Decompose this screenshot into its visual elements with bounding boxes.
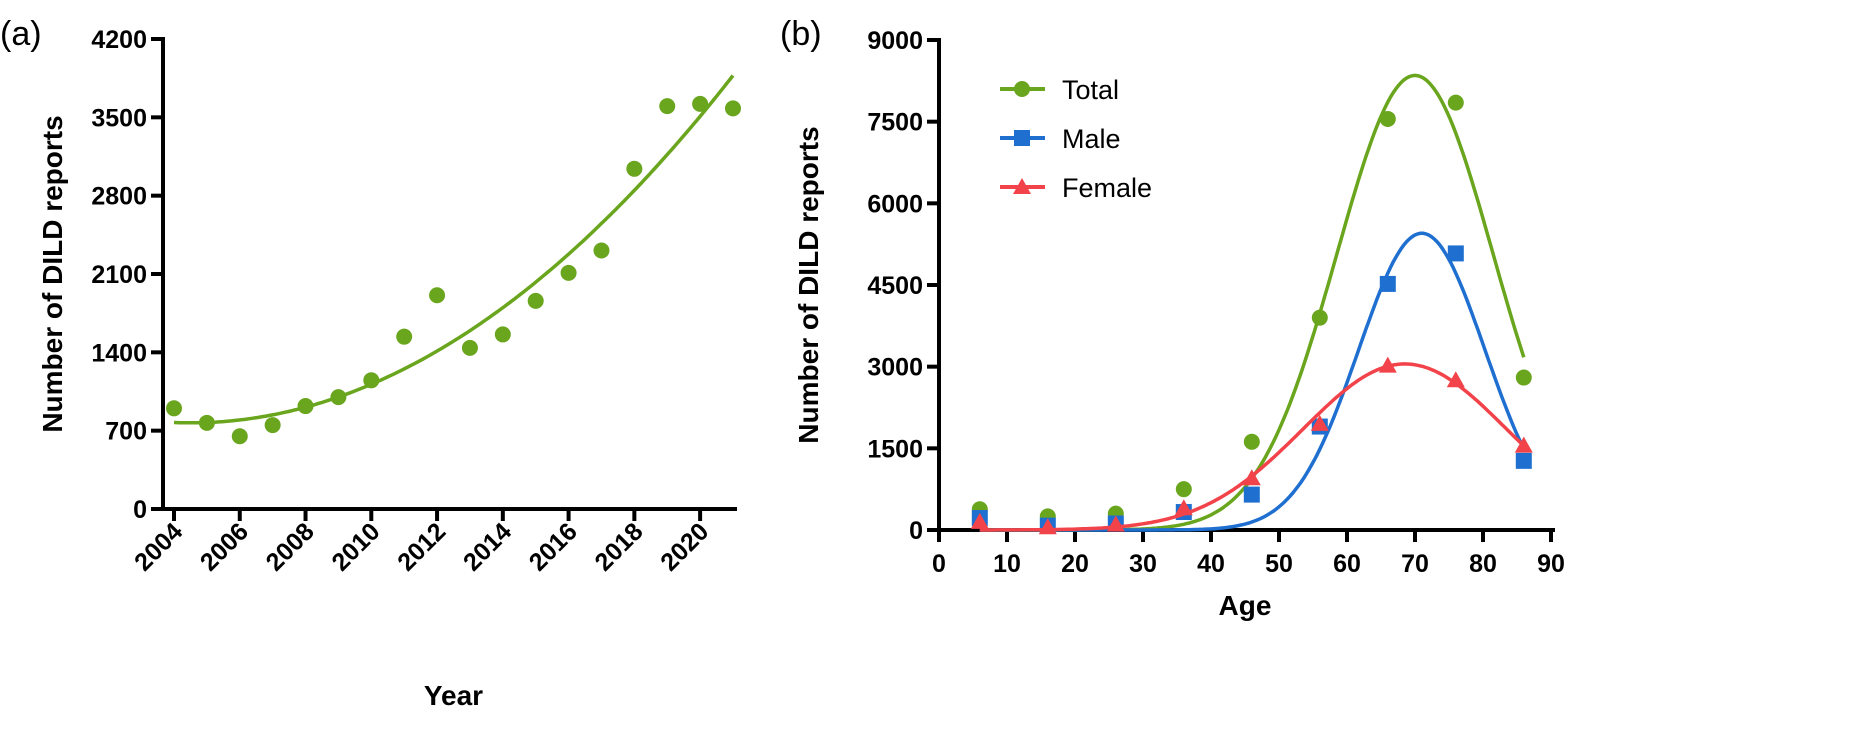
y-tick-label: 4200 (91, 26, 147, 54)
x-tick-label: 40 (1197, 550, 1225, 578)
data-point (1311, 309, 1328, 326)
x-tick-label: 2008 (261, 517, 320, 576)
data-point (363, 372, 380, 389)
x-tick-label: 2004 (129, 517, 188, 576)
x-tick-label: 90 (1537, 550, 1565, 578)
x-tick-label: 2006 (195, 517, 254, 576)
data-point (970, 512, 989, 529)
data-point (1378, 356, 1397, 373)
y-tick-label: 3000 (867, 354, 923, 382)
data-point (1310, 414, 1329, 431)
panel-label: (a) (0, 15, 42, 53)
data-point (1379, 110, 1396, 127)
data-point (560, 264, 577, 281)
x-axis-label: Year (424, 680, 483, 711)
data-point (1013, 178, 1031, 194)
data-point (1515, 369, 1532, 386)
data-point (396, 328, 413, 345)
data-point (527, 292, 544, 309)
y-tick-label: 0 (133, 496, 147, 524)
data-point (1014, 130, 1030, 146)
data-point (166, 400, 182, 417)
fit-curve-male (979, 231, 1526, 532)
x-tick-label: 0 (932, 550, 946, 578)
data-point (1243, 486, 1260, 503)
y-tick-label: 9000 (867, 27, 923, 55)
data-point (198, 414, 215, 431)
data-point (1174, 499, 1193, 516)
data-point (626, 160, 643, 177)
data-point (1038, 518, 1057, 535)
x-tick-label: 2020 (655, 517, 714, 576)
data-point (1514, 436, 1533, 453)
x-tick-label: 2012 (392, 517, 451, 576)
data-point (1242, 469, 1261, 486)
y-tick-label: 700 (105, 418, 147, 446)
x-tick-label: 2016 (524, 517, 583, 576)
data-point (1447, 94, 1464, 111)
x-tick-label: 2018 (589, 517, 648, 576)
panel-label: (b) (780, 15, 822, 53)
data-point (1243, 433, 1260, 450)
data-point (1106, 515, 1125, 532)
y-tick-label: 2800 (91, 183, 147, 211)
data-point (659, 98, 676, 115)
data-point (1175, 481, 1192, 498)
y-tick-label: 1500 (867, 435, 923, 463)
y-axis-label: Number of DILD reports (37, 115, 68, 432)
data-point (1446, 371, 1465, 388)
data-point (494, 326, 511, 343)
x-tick-label: 20 (1061, 550, 1089, 578)
data-point (1379, 275, 1396, 292)
x-axis-label: Age (1219, 590, 1272, 621)
y-tick-label: 0 (909, 517, 923, 545)
y-axis-label: Number of DILD reports (793, 126, 824, 443)
y-tick-label: 2100 (91, 261, 147, 289)
data-point (725, 100, 741, 117)
data-point (231, 428, 248, 445)
data-point (692, 95, 709, 112)
x-tick-label: 60 (1333, 550, 1361, 578)
data-point (593, 242, 610, 259)
data-point (461, 339, 478, 356)
legend-label: Female (1062, 173, 1152, 203)
y-tick-label: 3500 (91, 104, 147, 132)
data-point (429, 287, 446, 304)
x-tick-label: 80 (1469, 550, 1497, 578)
x-tick-label: 2014 (458, 517, 517, 576)
data-point (1014, 81, 1030, 97)
x-tick-label: 10 (993, 550, 1021, 578)
y-tick-label: 4500 (867, 272, 923, 300)
data-point (1447, 245, 1464, 262)
data-point (297, 398, 314, 415)
legend-label: Total (1062, 75, 1119, 105)
trend-curve (173, 74, 735, 425)
x-tick-label: 2010 (326, 517, 385, 576)
x-tick-label: 70 (1401, 550, 1429, 578)
y-tick-label: 1400 (91, 339, 147, 367)
data-point (264, 417, 281, 434)
x-tick-label: 50 (1265, 550, 1293, 578)
x-tick-label: 30 (1129, 550, 1157, 578)
legend-label: Male (1062, 124, 1121, 154)
data-point (1515, 452, 1532, 469)
y-tick-label: 6000 (867, 190, 923, 218)
data-point (330, 389, 347, 406)
y-tick-label: 7500 (867, 109, 923, 137)
